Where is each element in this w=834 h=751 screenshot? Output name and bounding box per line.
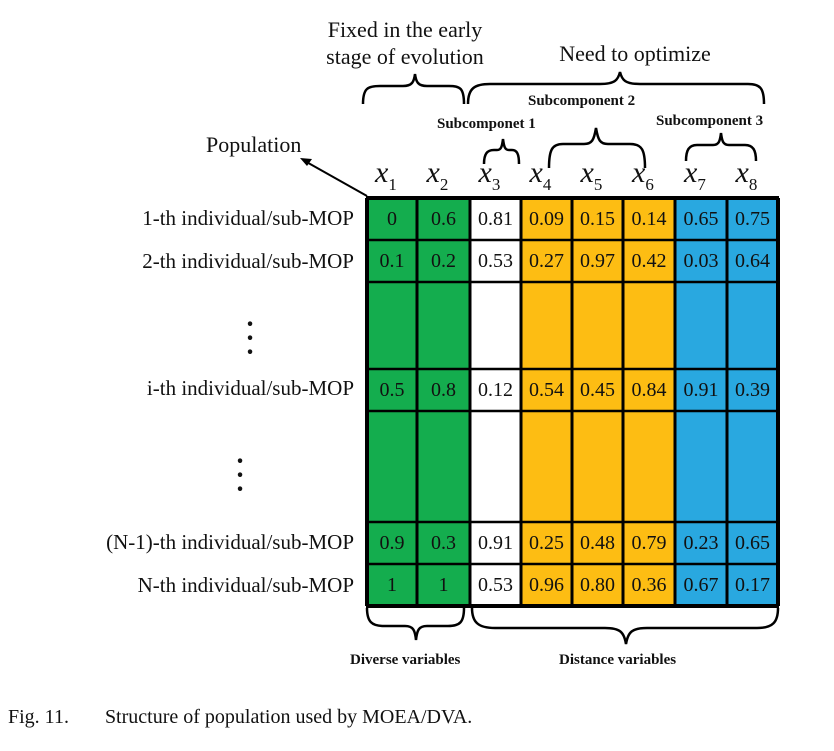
column-7-fill	[675, 198, 727, 606]
cell-r4-c8: 0.65	[735, 532, 770, 554]
cell-r1-c1: 0	[387, 208, 397, 230]
figure-caption: Fig. 11. Structure of population used by…	[8, 706, 472, 729]
column-3-fill	[470, 198, 521, 606]
caption-label: Fig. 11.	[8, 706, 69, 728]
cell-r2-c5: 0.97	[580, 250, 615, 272]
cell-r4-c2: 0.3	[431, 532, 456, 554]
cell-r5-c6: 0.36	[631, 574, 667, 596]
caption-text: Structure of population used by MOEA/DVA…	[104, 706, 473, 728]
cell-r1-c4: 0.09	[529, 208, 564, 230]
variable-x7: x7	[684, 156, 706, 195]
column-4-fill	[521, 198, 572, 606]
cell-r3-c5: 0.45	[580, 379, 615, 401]
fixed-annotation-line1: Fixed in the early	[327, 17, 483, 42]
subcomponent-1-brace	[482, 138, 521, 165]
cell-r2-c8: 0.64	[735, 250, 770, 272]
optimize-brace	[466, 71, 766, 105]
cell-r3-c3: 0.12	[478, 379, 513, 401]
cell-r1-c8: 0.75	[735, 208, 770, 230]
variable-x3: x3	[478, 156, 501, 195]
column-2-fill	[417, 198, 470, 606]
subcomponent-3-label: Subcomponent 3	[656, 113, 764, 129]
subcomponent-1-label: Subcomponet 1	[437, 116, 536, 132]
cell-r2-c6: 0.42	[631, 250, 667, 272]
cell-r2-c2: 0.2	[431, 250, 456, 272]
subcomponent-2-brace	[547, 127, 647, 169]
cell-r4-c3: 0.91	[478, 532, 513, 554]
variable-x2: x2	[426, 156, 449, 195]
cell-r5-c5: 0.80	[580, 574, 615, 596]
cell-r1-c7: 0.65	[683, 208, 719, 230]
cell-r1-c2: 0.6	[431, 208, 456, 230]
variable-x8: x8	[735, 156, 758, 195]
subcomponent-2-label: Subcomponent 2	[528, 93, 636, 109]
cell-r2-c1: 0.1	[379, 250, 405, 272]
row-label-2: 2-th individual/sub-MOP	[142, 249, 354, 273]
cell-r3-c1: 0.5	[379, 379, 405, 401]
cell-r1-c5: 0.15	[580, 208, 615, 230]
population-arrow	[302, 159, 368, 197]
diverse-brace	[365, 607, 466, 641]
variable-x6: x6	[632, 156, 654, 195]
cell-r3-c6: 0.84	[631, 379, 667, 401]
need-optimize-annotation: Need to optimize	[559, 41, 711, 66]
ellipsis-upper: · · ·	[245, 309, 255, 368]
column-5-fill	[572, 198, 623, 606]
cell-r5-c4: 0.96	[529, 574, 564, 596]
distance-variables-label: Distance variables	[559, 652, 677, 668]
variable-x1: x1	[375, 156, 397, 195]
cell-r3-c2: 0.8	[431, 379, 456, 401]
population-label: Population	[206, 132, 302, 157]
cell-r5-c8: 0.17	[735, 574, 770, 596]
cell-r4-c4: 0.25	[529, 532, 564, 554]
cell-r4-c7: 0.23	[683, 532, 719, 554]
cell-r2-c4: 0.27	[529, 250, 564, 272]
cell-r4-c6: 0.79	[631, 532, 667, 554]
cell-r2-c7: 0.03	[683, 250, 719, 272]
cell-r4-c5: 0.48	[580, 532, 615, 554]
row-label-i: i-th individual/sub-MOP	[146, 376, 354, 400]
cell-r3-c7: 0.91	[683, 379, 719, 401]
fixed-annotation-line2: stage of evolution	[326, 44, 484, 69]
cell-r5-c1: 1	[387, 574, 397, 596]
fixed-annotation: Fixed in the early stage of evolution	[300, 16, 510, 70]
fixed-brace	[361, 73, 466, 105]
cell-r3-c8: 0.39	[735, 379, 770, 401]
cell-r2-c3: 0.53	[478, 250, 513, 272]
ellipsis-lower: · · ·	[235, 446, 245, 505]
row-label-n-1: (N-1)-th individual/sub-MOP	[106, 530, 354, 554]
cell-r4-c1: 0.9	[379, 532, 405, 554]
diverse-variables-label: Diverse variables	[350, 652, 461, 668]
cell-r5-c7: 0.67	[683, 574, 719, 596]
cell-r5-c3: 0.53	[478, 574, 513, 596]
row-label-n: N-th individual/sub-MOP	[137, 573, 354, 597]
cell-r1-c3: 0.81	[478, 208, 513, 230]
distance-brace	[470, 607, 780, 645]
population-arrowhead	[300, 158, 312, 166]
subcomponent-3-brace	[684, 132, 758, 162]
column-8-fill	[727, 198, 778, 606]
cell-r1-c6: 0.14	[631, 208, 667, 230]
variable-x4: x4	[529, 156, 552, 195]
variable-x5: x5	[580, 156, 603, 195]
column-6-fill	[623, 198, 675, 606]
cell-r5-c2: 1	[438, 574, 449, 596]
row-label-1: 1-th individual/sub-MOP	[142, 206, 354, 230]
cell-r3-c4: 0.54	[529, 379, 564, 401]
column-1-fill	[367, 198, 417, 606]
